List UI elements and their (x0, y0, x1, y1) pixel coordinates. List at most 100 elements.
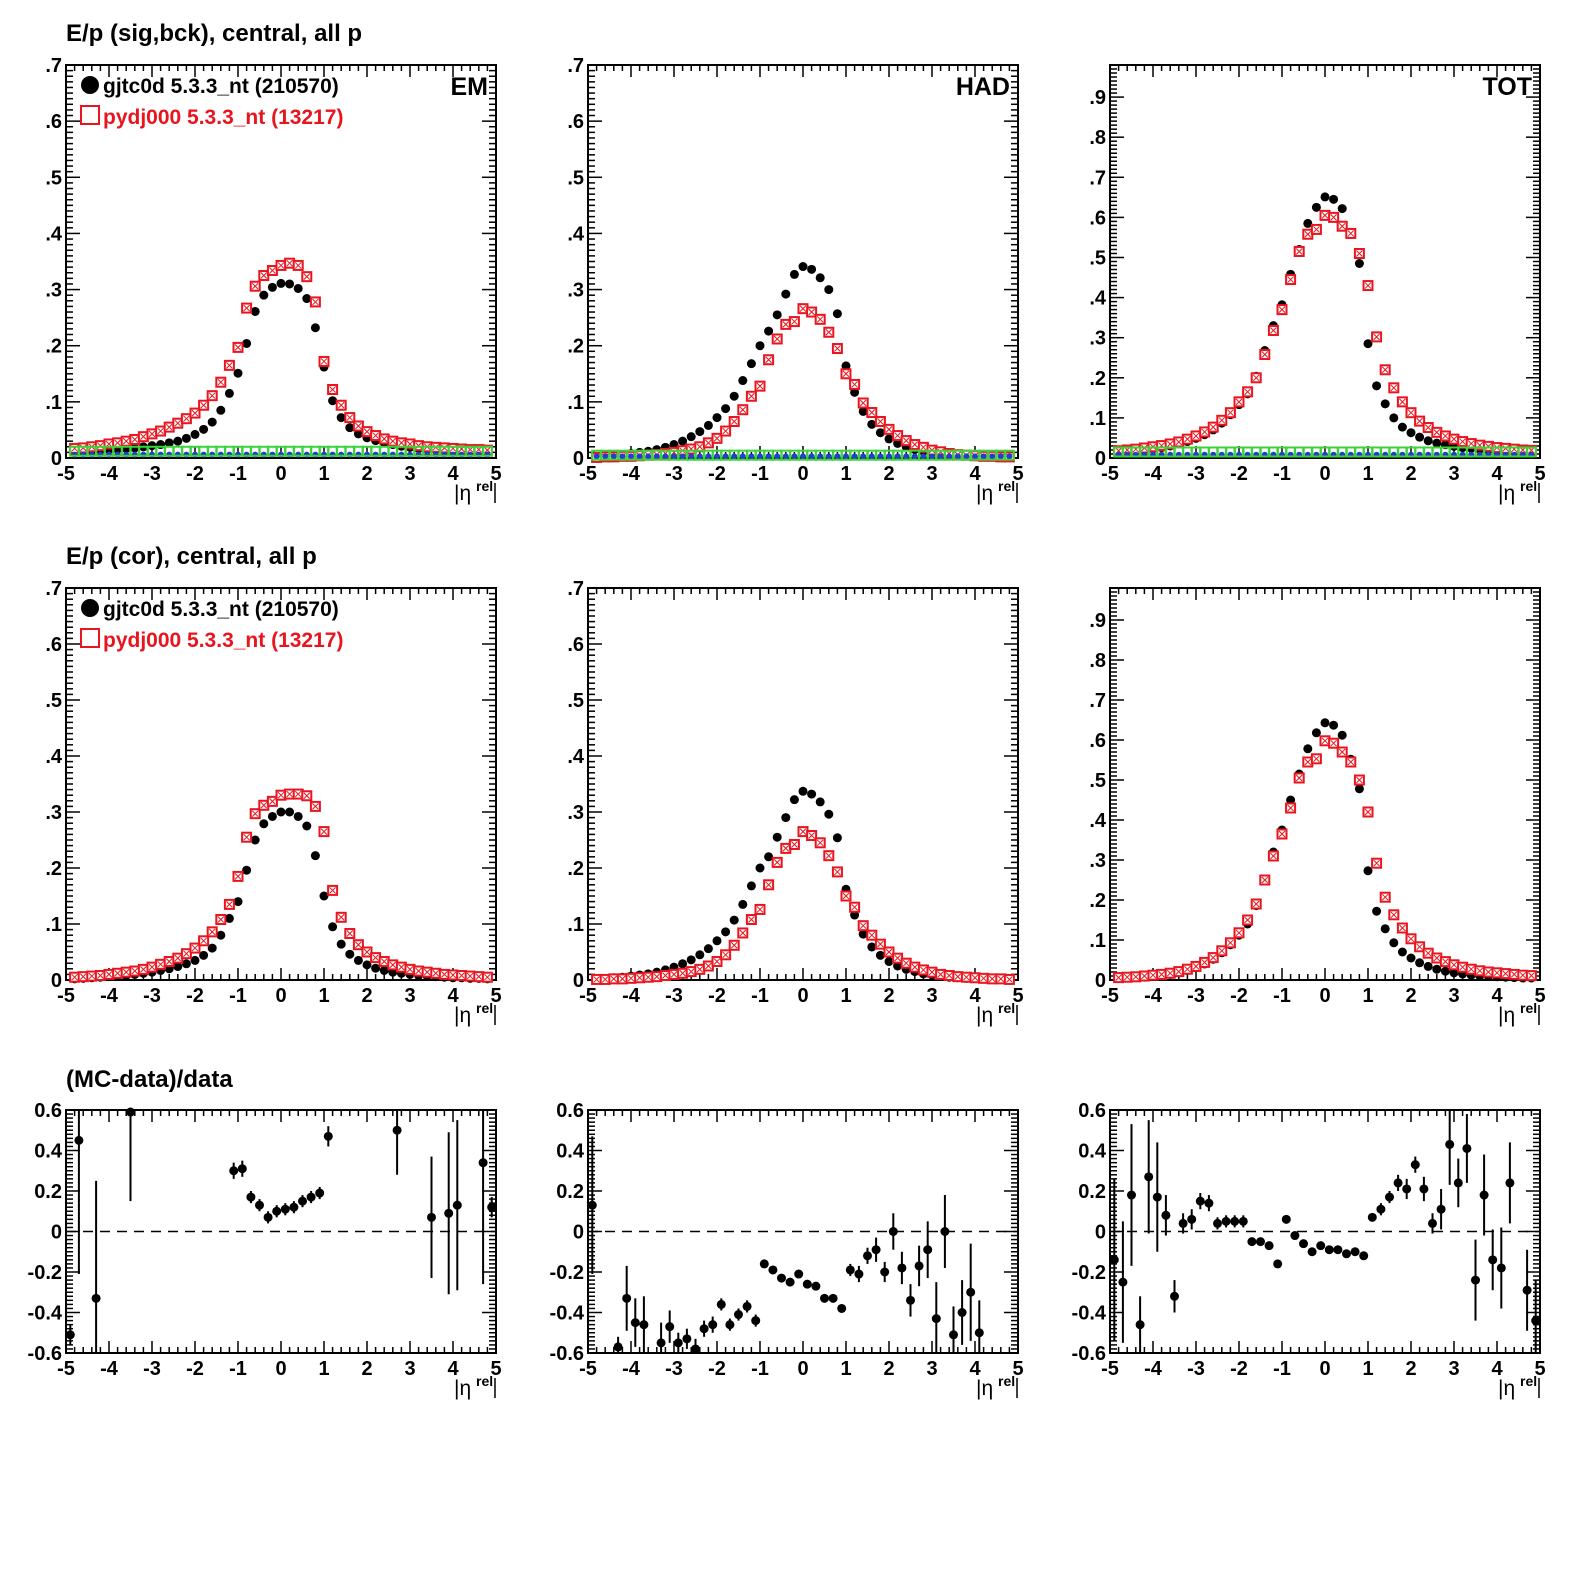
ratio-point (974, 1328, 984, 1338)
point-mc-cross (954, 973, 962, 980)
x-tick-label: -5 (57, 463, 75, 485)
y-tick-label: 0 (573, 1222, 584, 1244)
ratio-point (1479, 1190, 1489, 1200)
x-tick-label: 2 (1405, 985, 1416, 1007)
y-tick-label: .4 (45, 223, 63, 245)
point-bck-data (868, 453, 875, 460)
x-tick-label: 3 (404, 1358, 415, 1380)
y-tick-label: .6 (567, 634, 584, 656)
ratio-point (1376, 1204, 1386, 1214)
y-tick-label: -0.2 (1072, 1262, 1106, 1284)
point-mc-cross (851, 381, 858, 388)
point-mc-cross (859, 399, 867, 407)
point-mc-cross (1416, 417, 1423, 425)
point-mc-cross (730, 941, 738, 949)
point-mc-cross (1459, 438, 1466, 445)
x-tick-label: -3 (665, 463, 683, 485)
point-mc-cross (1356, 250, 1363, 257)
ratio-point (639, 1320, 649, 1330)
point-bck-data (653, 453, 660, 460)
point-mc-cross (619, 975, 626, 983)
point-mc-cross (670, 971, 678, 978)
x-tick-label: 5 (490, 1358, 501, 1380)
ratio-point (74, 1135, 84, 1145)
x-tick-label: 0 (1319, 985, 1330, 1007)
point-data (302, 294, 312, 304)
x-tick-label: 5 (1012, 463, 1023, 485)
y-tick-label: .3 (45, 280, 62, 302)
x-tick-label: -2 (1230, 463, 1248, 485)
y-tick-label: 0 (573, 970, 584, 992)
x-axis-label-sup: rel (1520, 1373, 1537, 1389)
ratio-point (306, 1192, 316, 1202)
point-bck-data (860, 453, 867, 460)
ratio-point (785, 1277, 795, 1287)
ratio-point (487, 1202, 497, 1212)
point-bck-data (593, 453, 600, 460)
x-tick-label: 3 (926, 1358, 937, 1380)
point-mc-cross (1313, 226, 1320, 233)
point-mc-cross (1424, 424, 1432, 431)
y-tick-label: 0 (1095, 1222, 1106, 1244)
point-mc-cross (730, 418, 738, 425)
point-data (764, 326, 774, 336)
ratio-point (65, 1330, 75, 1340)
panel-tag: EM (451, 73, 489, 101)
point-mc-cross (226, 362, 233, 369)
point-mc-cross (1407, 409, 1415, 417)
x-axis-label: |η (976, 1004, 993, 1027)
point-bck-data (1006, 453, 1013, 460)
y-tick-label: 0.4 (556, 1141, 585, 1163)
y-tick-label: .7 (1089, 690, 1106, 712)
x-tick-label: 2 (883, 1358, 894, 1380)
point-mc-cross (1175, 968, 1183, 975)
ratio-point (1428, 1218, 1437, 1228)
point-data (1337, 730, 1347, 740)
point-bck-data (834, 453, 841, 460)
ratio-point (1290, 1231, 1300, 1241)
point-mc-cross (380, 435, 388, 443)
point-mc-cross (920, 443, 927, 451)
point-mc-cross (971, 974, 979, 982)
point-bck-data (688, 453, 695, 460)
point-data (1311, 728, 1321, 738)
ratio-point (126, 1107, 135, 1117)
ratio-point (777, 1273, 786, 1283)
y-tick-label: .4 (567, 223, 585, 245)
point-data (199, 950, 209, 960)
point-data (1320, 192, 1330, 202)
point-mc-cross (808, 308, 815, 316)
point-mc-cross (1184, 965, 1191, 973)
ratio-point (742, 1301, 752, 1311)
x-tick-label: -4 (100, 463, 119, 485)
point-mc-cross (1364, 808, 1372, 816)
point-data (1389, 938, 1399, 948)
point-mc-cross (372, 432, 379, 439)
point-mc-cross (1373, 333, 1380, 341)
x-tick-label: -4 (622, 985, 641, 1007)
point-data (1380, 399, 1390, 409)
point-data (746, 359, 756, 369)
point-mc-cross (1399, 398, 1406, 406)
y-tick-label: -0.6 (1072, 1343, 1106, 1365)
ratio-point (768, 1265, 778, 1275)
point-mc-cross (593, 976, 600, 983)
point-mc-cross (722, 951, 729, 959)
x-axis-label: |η (976, 1377, 993, 1400)
point-bck-mc (1525, 446, 1537, 458)
point-mc-cross (320, 828, 328, 835)
point-mc-cross (1201, 959, 1208, 966)
y-tick-label: 0 (51, 1222, 62, 1244)
point-mc-cross (243, 304, 250, 312)
point-mc-cross (140, 966, 147, 973)
plot-frame (1109, 64, 1541, 459)
point-mc-cross (1330, 739, 1337, 747)
point-mc-cross (859, 922, 867, 930)
point-mc-cross (1218, 947, 1226, 955)
ratio-point (1393, 1178, 1403, 1188)
point-mc-cross (894, 954, 901, 962)
point-bck-data (825, 453, 832, 460)
y-tick-label: .8 (1089, 650, 1106, 672)
point-data (199, 424, 209, 434)
point-data (1423, 961, 1433, 971)
